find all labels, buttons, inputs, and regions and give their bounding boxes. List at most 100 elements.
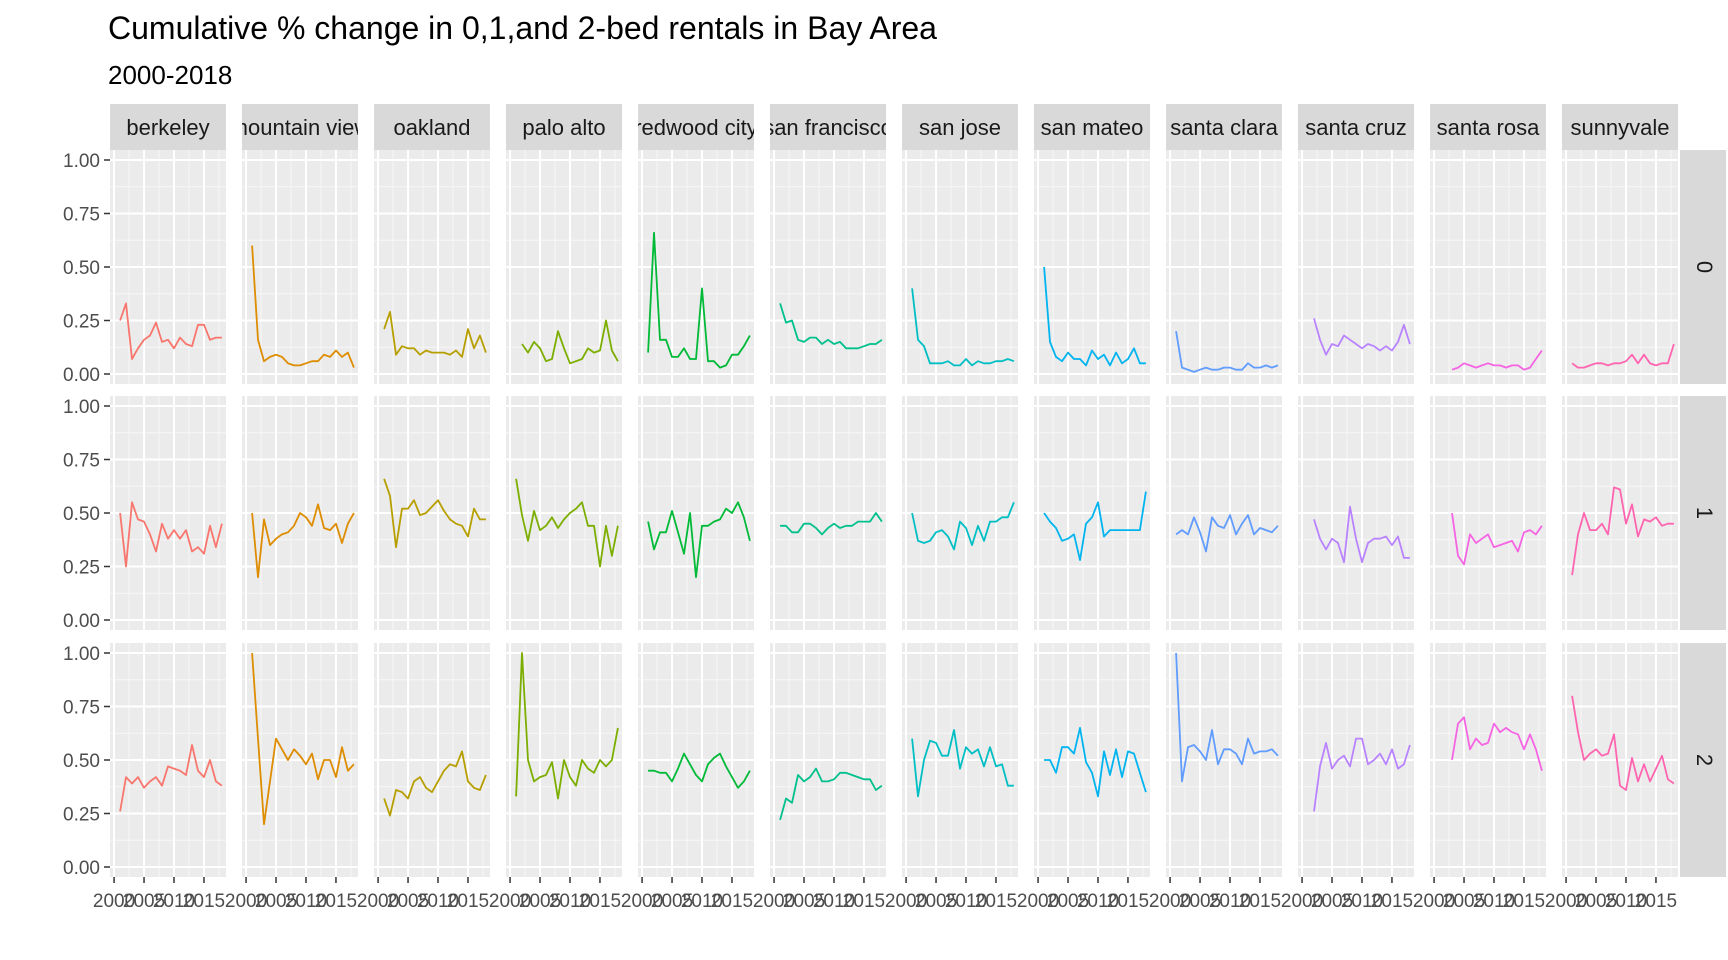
series-line-palo-alto-0	[521, 319, 619, 365]
panel-san-mateo-1	[1034, 396, 1150, 630]
x-tick-label: 2000	[885, 891, 927, 912]
x-tick-label: 2000	[1017, 891, 1059, 912]
x-tick-label: 2005	[915, 891, 957, 912]
series-line-santa-cruz-1	[1313, 505, 1410, 564]
x-tick-label: 2010	[681, 891, 723, 912]
panel-redwood-city-0	[638, 150, 754, 384]
panel-oakland-0	[374, 150, 490, 384]
row-strip-2: 2	[1680, 643, 1726, 877]
chart-title: Cumulative % change in 0,1,and 2-bed ren…	[108, 10, 937, 46]
facet-strip-sunnyvale: sunnyvale	[1562, 104, 1678, 150]
x-tick-label: 2000	[1281, 891, 1323, 912]
series-line-sunnyvale-1	[1571, 486, 1674, 576]
x-tick-label: 2010	[417, 891, 459, 912]
x-tick-label: 2010	[1473, 891, 1515, 912]
facet-strip-san-mateo: san mateo	[1034, 104, 1150, 150]
y-tick-label: 0.25	[63, 312, 100, 333]
x-tick-label: 2005	[1443, 891, 1485, 912]
x-tick-label: 2005	[255, 891, 297, 912]
facet-strip-san-francisco: san francisco	[770, 104, 886, 150]
series-line-mountain-view-2	[251, 652, 355, 826]
series-line-santa-clara-1	[1175, 514, 1279, 553]
x-tick-label: 2015	[711, 891, 753, 912]
series-line-san-jose-0	[911, 288, 1015, 367]
x-tick-label: 2010	[1341, 891, 1383, 912]
panel-san-mateo-2	[1034, 643, 1150, 877]
x-tick-label: 2010	[813, 891, 855, 912]
series-line-san-francisco-0	[779, 303, 883, 350]
series-line-berkeley-0	[119, 302, 222, 360]
y-tick-label: 0.25	[63, 558, 100, 579]
strip-label: santa clara	[1170, 115, 1278, 140]
x-tick-label: 2015	[843, 891, 885, 912]
x-tick-label: 2015	[1371, 891, 1413, 912]
panel-san-jose-2	[902, 643, 1018, 877]
series-line-santa-rosa-1	[1451, 512, 1543, 566]
x-tick-label: 2005	[1311, 891, 1353, 912]
panel-santa-rosa-0	[1430, 150, 1546, 384]
series-line-santa-rosa-2	[1451, 716, 1543, 771]
panel-berkeley-0	[110, 150, 226, 384]
series-line-san-francisco-2	[779, 767, 883, 821]
x-tick-label: 2000	[753, 891, 795, 912]
panel-redwood-city-1	[638, 396, 754, 630]
series-line-san-mateo-2	[1044, 727, 1147, 798]
strip-label: oakland	[393, 115, 470, 140]
x-tick-label: 2000	[621, 891, 663, 912]
x-tick-label: 2010	[153, 891, 195, 912]
panel-santa-cruz-1	[1298, 396, 1414, 630]
y-tick-label: 0.75	[63, 451, 100, 472]
series-line-berkeley-1	[119, 501, 223, 568]
x-tick-label: 2005	[1179, 891, 1221, 912]
x-tick-label: 2005	[783, 891, 825, 912]
series-line-redwood-city-2	[648, 752, 751, 789]
facet-strip-mountain-view: mountain view	[230, 104, 371, 150]
series-line-santa-clara-0	[1175, 331, 1279, 373]
strip-label: santa rosa	[1437, 115, 1540, 140]
strip-label: mountain view	[230, 115, 371, 140]
x-tick-label: 2015	[1635, 891, 1677, 912]
panel-santa-clara-1	[1166, 396, 1282, 630]
panel-palo-alto-2	[506, 643, 622, 877]
panel-palo-alto-1	[506, 396, 622, 630]
row-strip-label: 1	[1692, 507, 1717, 519]
row-strip-0: 0	[1680, 150, 1726, 384]
panel-santa-cruz-0	[1298, 150, 1414, 384]
panel-san-jose-1	[902, 396, 1018, 630]
series-line-mountain-view-0	[251, 245, 355, 368]
x-tick-label: 2000	[1149, 891, 1191, 912]
panel-mountain-view-0	[242, 150, 358, 384]
panel-oakland-1	[374, 396, 490, 630]
y-tick-label: 0.00	[63, 611, 100, 632]
series-line-san-mateo-1	[1043, 491, 1147, 561]
x-tick-label: 2000	[93, 891, 135, 912]
panel-san-francisco-2	[770, 643, 886, 877]
series-line-santa-clara-2	[1175, 652, 1279, 783]
panel-berkeley-1	[110, 396, 226, 630]
series-line-oakland-0	[383, 310, 487, 358]
panel-mountain-view-1	[242, 396, 358, 630]
series-line-santa-cruz-0	[1313, 318, 1411, 356]
x-tick-label: 2010	[1605, 891, 1647, 912]
chart-subtitle: 2000-2018	[108, 60, 233, 90]
x-tick-label: 2000	[489, 891, 531, 912]
strip-label: santa cruz	[1305, 115, 1407, 140]
y-tick-label: 0.50	[63, 751, 100, 772]
x-tick-label: 2005	[519, 891, 561, 912]
strip-label: palo alto	[522, 115, 605, 140]
row-strip-1: 1	[1680, 396, 1726, 630]
strip-label: san mateo	[1041, 115, 1144, 140]
panel-san-francisco-0	[770, 150, 886, 384]
facet-strip-santa-clara: santa clara	[1166, 104, 1282, 150]
panel-redwood-city-2	[638, 643, 754, 877]
y-tick-label: 1.00	[63, 397, 100, 418]
strip-label: berkeley	[126, 115, 209, 140]
series-line-san-francisco-1	[780, 512, 883, 536]
panel-sunnyvale-1	[1562, 396, 1678, 630]
facet-strip-santa-cruz: santa cruz	[1298, 104, 1414, 150]
strip-label: sunnyvale	[1570, 115, 1669, 140]
y-tick-label: 1.00	[63, 151, 100, 172]
facet-strip-santa-rosa: santa rosa	[1430, 104, 1546, 150]
series-line-redwood-city-1	[647, 501, 751, 579]
